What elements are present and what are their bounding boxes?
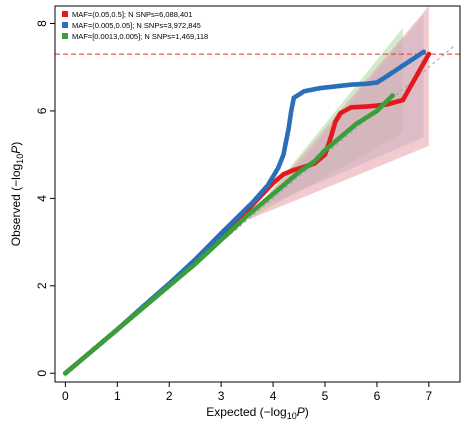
y-tick-label: 4 <box>35 195 49 202</box>
data-point <box>426 51 432 57</box>
x-axis-label-var: P <box>297 405 305 419</box>
x-axis-label-close: ) <box>305 405 309 419</box>
x-tick-label: 0 <box>62 389 69 403</box>
y-axis-label-prefix: Observed <box>9 194 23 246</box>
x-tick-label: 6 <box>374 389 381 403</box>
legend: MAF=(0.05,0.5]; N SNPs=6,088,401 MAF=(0.0… <box>62 10 208 41</box>
y-axis-label-open: (−log <box>9 164 23 191</box>
x-axis-label-sub: 10 <box>287 411 297 421</box>
x-axis: 0 1 2 3 4 5 6 7 <box>62 382 433 403</box>
y-axis-label-var: P <box>9 146 23 154</box>
x-tick-label: 5 <box>322 389 329 403</box>
y-tick-label: 2 <box>35 282 49 289</box>
y-tick-label: 0 <box>35 370 49 377</box>
legend-entry: MAF=[0.0013,0.005]; N SNPs=1,469,118 <box>72 32 208 41</box>
x-axis-label: Expected (−log10P) <box>206 405 308 421</box>
x-tick-label: 7 <box>426 389 433 403</box>
series-points <box>62 93 395 376</box>
y-tick-label: 6 <box>35 107 49 114</box>
legend-swatch <box>62 11 68 17</box>
plot-frame <box>54 5 461 383</box>
x-tick-label: 1 <box>114 389 121 403</box>
x-axis-label-open: (−log <box>260 405 287 419</box>
y-axis-label-sub: 10 <box>15 154 25 164</box>
legend-swatch <box>62 33 68 39</box>
y-axis-label: Observed (−log10P) <box>9 142 25 246</box>
confidence-band <box>247 27 403 221</box>
y-axis-label-close: ) <box>9 142 23 146</box>
data-points <box>62 49 432 376</box>
legend-entry: MAF=(0.05,0.5]; N SNPs=6,088,401 <box>72 10 192 19</box>
x-tick-label: 4 <box>270 389 277 403</box>
data-point <box>390 93 395 99</box>
legend-entry: MAF=(0.005,0.05]; N SNPs=3,972,845 <box>72 21 201 30</box>
legend-swatch <box>62 22 68 28</box>
x-tick-label: 3 <box>218 389 225 403</box>
y-tick-label: 8 <box>35 20 49 27</box>
data-point <box>421 49 427 55</box>
x-tick-label: 2 <box>166 389 173 403</box>
y-axis: 0 2 4 6 8 <box>35 20 55 377</box>
x-axis-label-prefix: Expected <box>206 405 256 419</box>
